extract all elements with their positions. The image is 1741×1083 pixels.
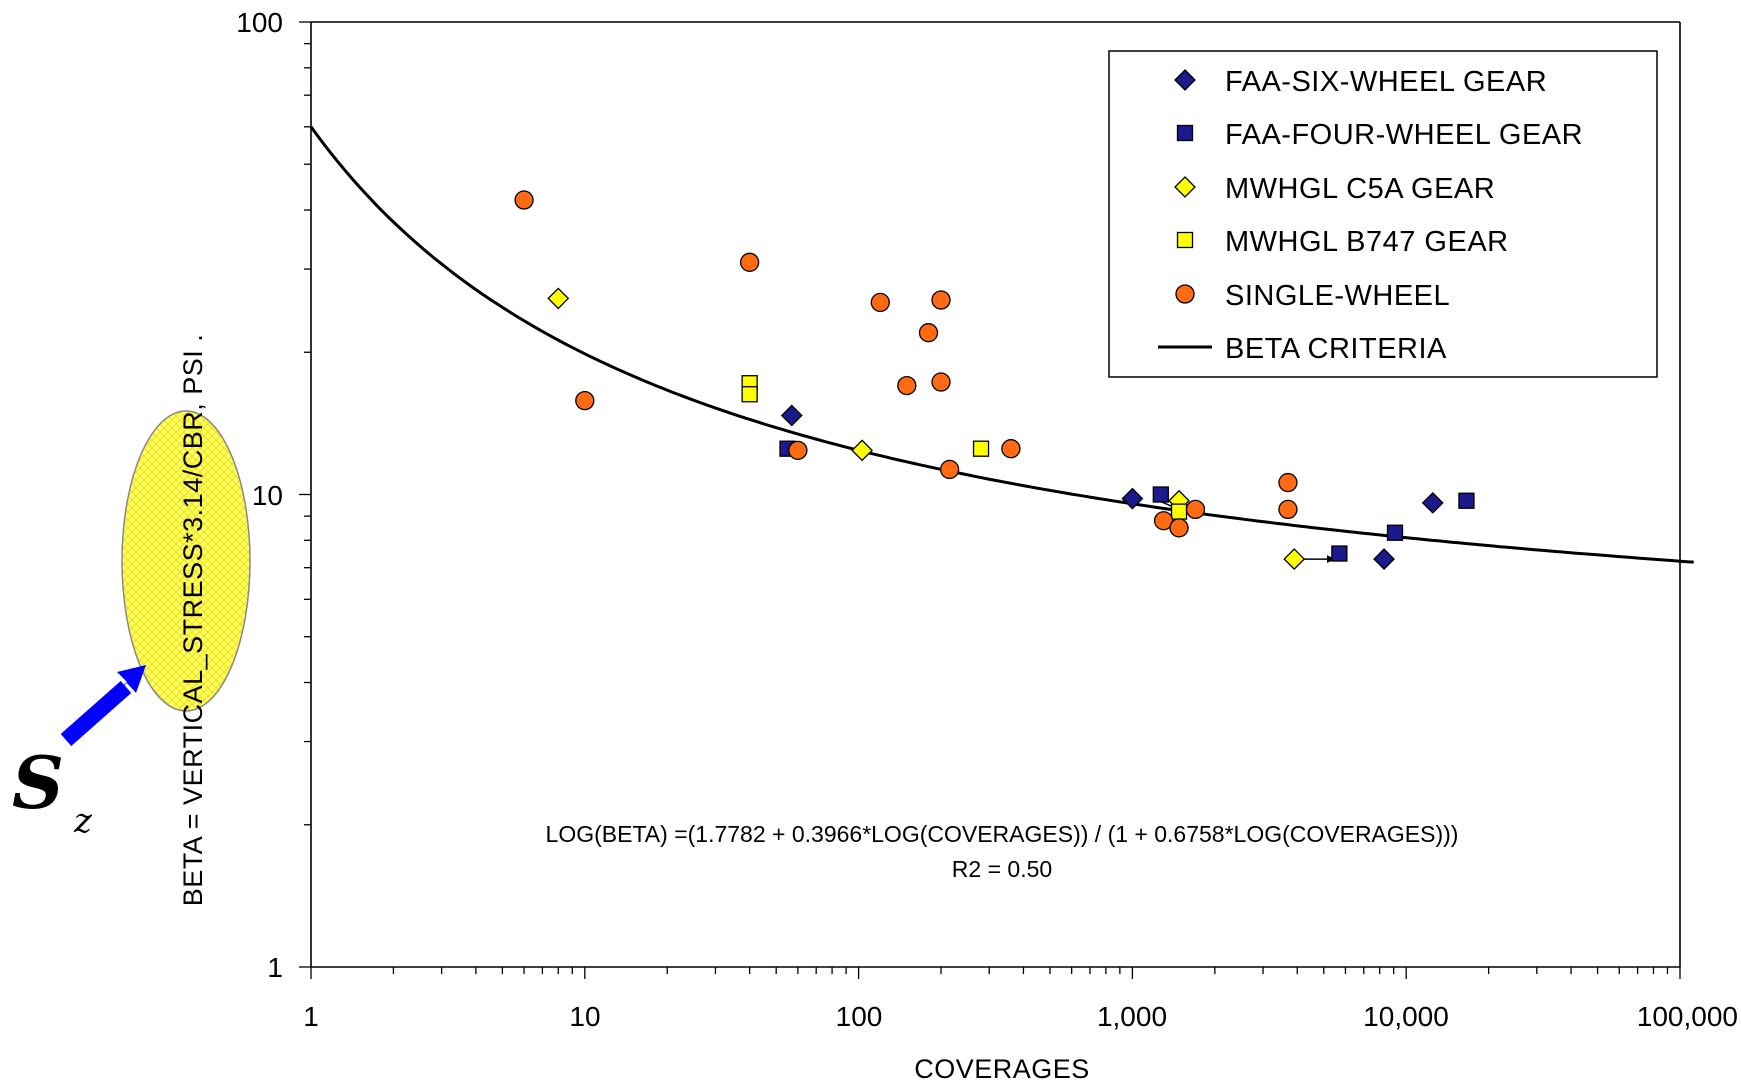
y-tick-labels: 1 10 100 [236,7,283,983]
legend-label: FAA-SIX-WHEEL GEAR [1225,66,1547,98]
legend-label: FAA-FOUR-WHEEL GEAR [1225,119,1583,151]
legend-items [1158,69,1212,349]
single-wheel-point [931,372,951,392]
single-wheel-point [897,375,917,396]
single-wheel-point [918,323,939,343]
faa-four-wheel-gear-point [1152,486,1169,503]
blue-arrow-shaft [60,681,132,746]
legend-label: BETA CRITERIA [1225,333,1447,365]
y-tick-label: 100 [236,7,283,38]
beta-criteria-curve [309,125,1694,564]
legend-label: SINGLE-WHEEL [1225,280,1450,312]
single-wheel-point [1001,439,1021,459]
x-axis-title: COVERAGES [914,1054,1090,1083]
regression-equation: LOG(BETA) =(1.7782 + 0.3966*LOG(COVERAGE… [546,821,1459,847]
faa-four-wheel-gear-point [1331,545,1348,562]
x-tick-label: 100,000 [1637,1001,1738,1032]
legend-marker-mwhgl-b747-gear [1176,231,1194,249]
faa-six-wheel-gear-point [1421,491,1444,514]
mwhgl-c5a-gear-point [547,287,570,310]
legend-marker-mwhgl-c5a-gear [1174,176,1196,198]
highlight-ellipse [121,410,251,712]
x-tick-label: 1 [303,1001,319,1032]
single-wheel-point [931,290,951,310]
sigma-z-annotation: S z [12,665,146,841]
mwhgl-c5a-gear-point [1283,548,1306,570]
y-tick-label: 1 [267,952,283,983]
single-wheel-point [739,252,760,272]
single-wheel-point [575,390,595,411]
data-points [514,190,1475,570]
y-tick-label: 10 [252,480,283,511]
x-tick-label: 100 [836,1001,883,1032]
x-tick-label: 10,000 [1363,1001,1449,1032]
axis-ticks [299,21,1681,979]
single-wheel-point [1278,499,1298,520]
legend-label: MWHGL C5A GEAR [1225,173,1495,205]
x-tick-label: 10 [569,1001,600,1032]
y-axis-title: BETA = VERTICAL_STRESS*3.14/CBR, PSI . [178,334,208,906]
single-wheel-point [514,190,534,210]
legend-marker-single-wheel [1175,284,1195,304]
faa-six-wheel-gear-point [1121,487,1144,510]
sigma-symbol: S [12,740,64,825]
legend-box [1108,50,1658,378]
faa-six-wheel-gear-point [1373,548,1395,570]
faa-four-wheel-gear-point [1458,492,1475,509]
sigma-subscript: z [73,801,93,841]
single-wheel-point [788,440,808,461]
single-wheel-point [870,292,890,313]
r-squared: R2 = 0.50 [952,856,1052,882]
legend-marker-faa-six-wheel-gear [1174,69,1196,91]
blue-arrow-icon [62,665,146,737]
mwhgl-b747-gear-point [741,386,758,403]
x-tick-labels: 1 10 100 1,000 10,000 100,000 [303,1001,1738,1032]
faa-six-wheel-gear-point [780,404,803,427]
single-wheel-point [1185,499,1206,520]
single-wheel-point [1278,472,1298,493]
mwhgl-c5a-gear-point [851,439,874,462]
legend: FAA-SIX-WHEEL GEAR FAA-FOUR-WHEEL GEAR M… [1108,50,1658,378]
legend-marker-faa-four-wheel-gear [1176,124,1194,142]
shift-arrow-head [1327,555,1336,563]
axes [310,21,1681,968]
legend-label: MWHGL B747 GEAR [1225,226,1509,258]
x-tick-label: 1,000 [1097,1001,1167,1032]
single-wheel-point [939,459,960,480]
single-wheel-point [1169,518,1189,538]
mwhgl-b747-gear-point [972,440,990,457]
mwhgl-b747-gear-point [1170,503,1188,520]
faa-four-wheel-gear-point [1386,524,1404,541]
